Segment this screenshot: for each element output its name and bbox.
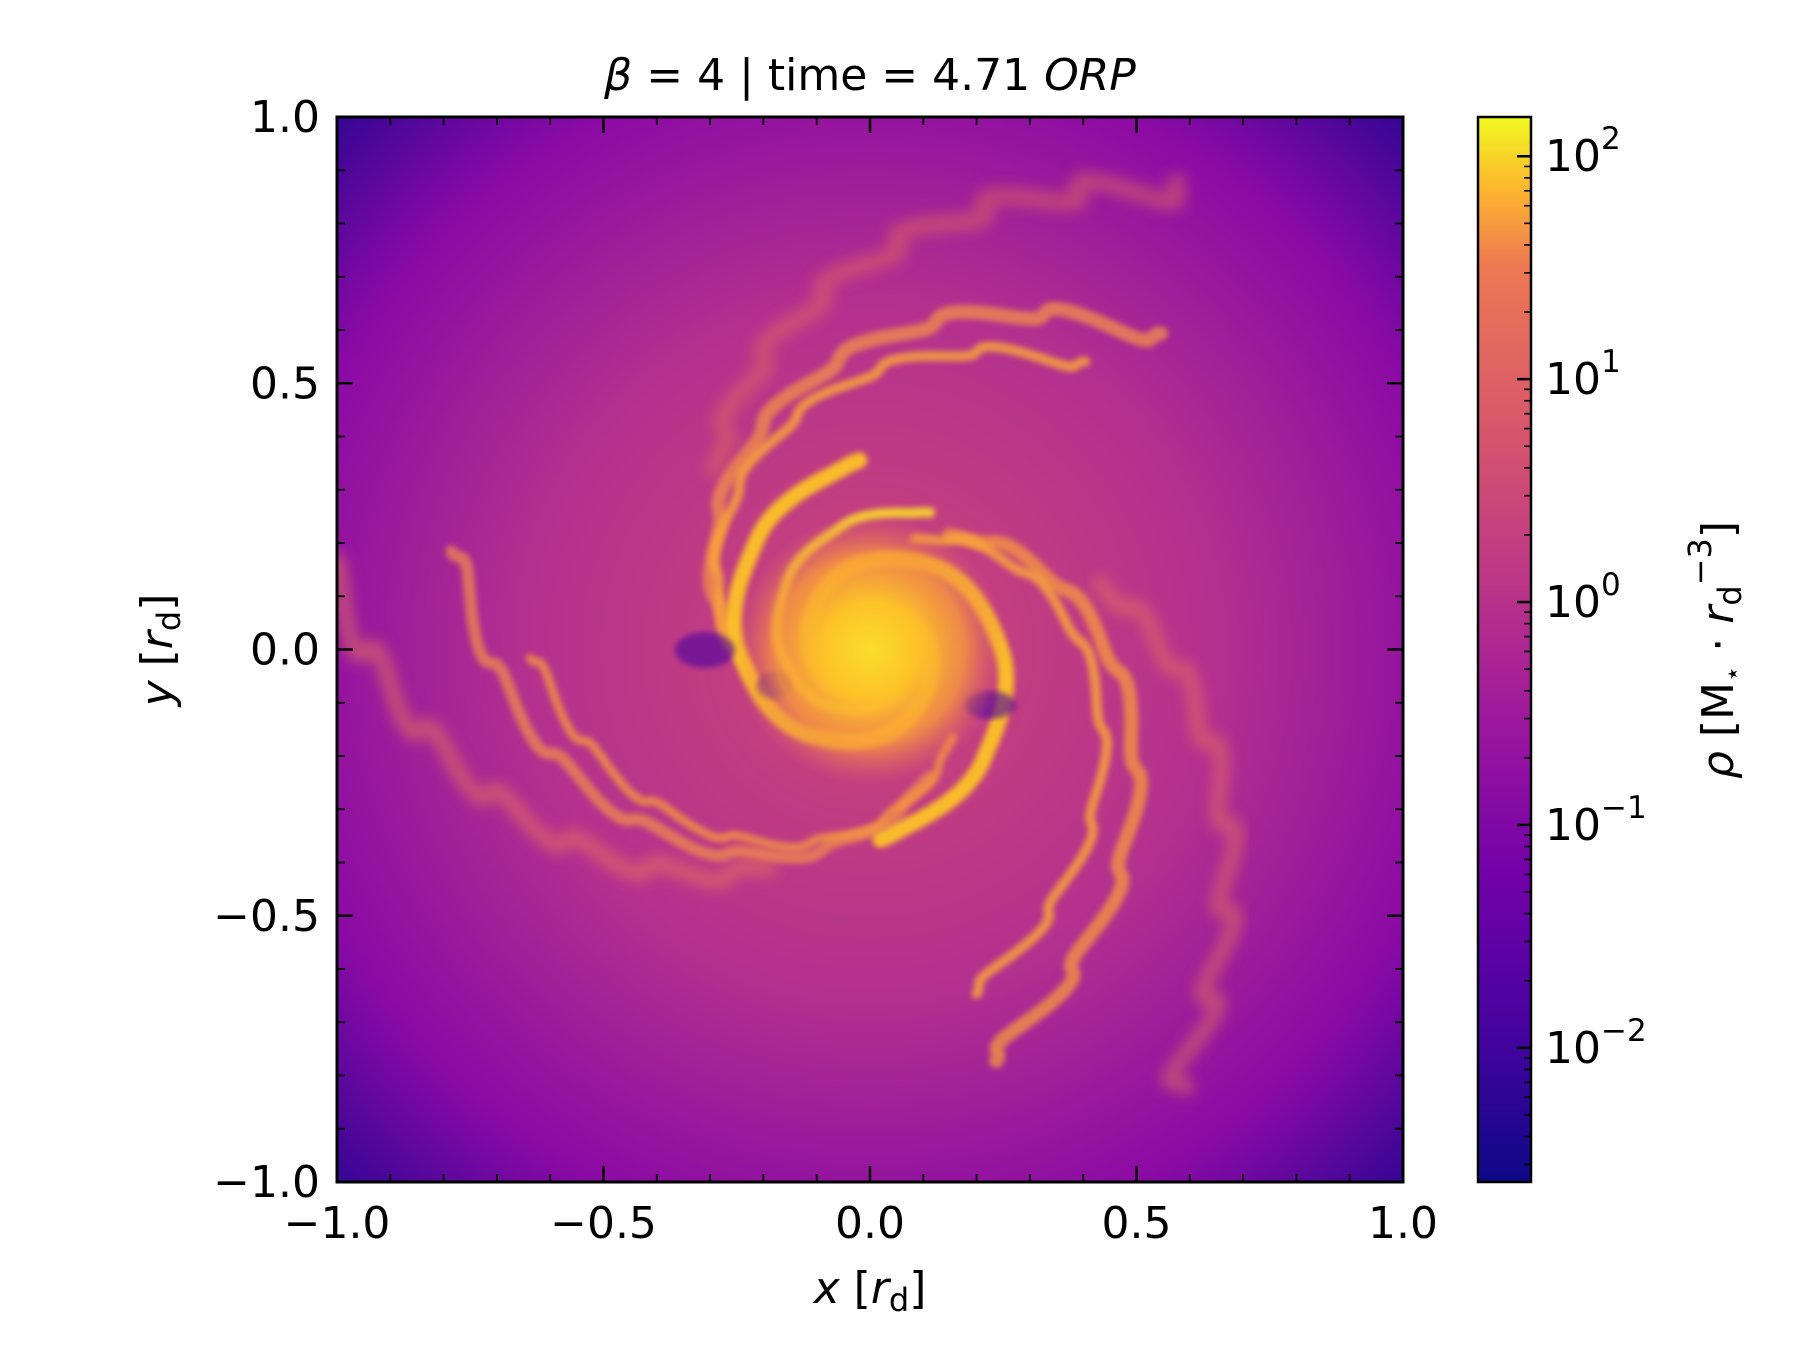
- spiral-arm: [337, 551, 778, 889]
- spiral-arm: [525, 653, 958, 853]
- colorbar-tick-label: 102: [1545, 121, 1621, 182]
- y-axis-label: y [rd]: [132, 594, 188, 709]
- colorbar-tick-labels: 10−2 10−1 100 101 102: [1545, 121, 1647, 1074]
- x-tick-label: −0.5: [550, 1198, 657, 1249]
- y-tick-label: −0.5: [213, 891, 320, 942]
- colorbar-tick-label: 101: [1545, 344, 1621, 405]
- axis-ticks: [335, 115, 1405, 1184]
- colorbar-frame: [1476, 115, 1533, 1184]
- y-tick-label: 1.0: [250, 92, 320, 143]
- x-tick-label: 1.0: [1368, 1198, 1438, 1249]
- spiral-arm: [909, 533, 1112, 999]
- y-tick-label: 0.5: [250, 358, 320, 409]
- y-tick-label: −1.0: [213, 1157, 320, 1208]
- colorbar-label: ρ [M⋆ · rd−3]: [1681, 521, 1749, 779]
- colorbar-tick-label: 100: [1545, 567, 1621, 628]
- colorbar-tick-label: 10−1: [1545, 790, 1647, 851]
- y-tick-label: 0.0: [250, 625, 320, 676]
- low-density-pocket: [675, 632, 735, 668]
- spiral-arm: [709, 341, 1091, 685]
- x-axis-label: x [rd]: [812, 1263, 927, 1319]
- chart-title: β = 4 | time = 4.71 ORP: [603, 50, 1136, 101]
- colorbar-ticks: [1517, 154, 1531, 1166]
- y-tick-labels: −1.0 −0.5 0.0 0.5 1.0: [213, 92, 320, 1208]
- x-tick-label: −1.0: [284, 1198, 391, 1249]
- x-tick-label: 0.5: [1102, 1198, 1172, 1249]
- x-tick-label: 0.0: [835, 1198, 905, 1249]
- colorbar: 10−2 10−1 100 101 102 ρ [M⋆ · rd−3]: [1476, 115, 1749, 1184]
- spiral-arm: [1092, 575, 1244, 1096]
- spiral-arm: [704, 172, 1187, 477]
- colorbar-gradient: [1478, 117, 1531, 1182]
- spiral-arm: [942, 527, 1149, 1069]
- density-map: [337, 117, 1403, 1182]
- density-core: [735, 515, 1005, 785]
- x-tick-labels: −1.0 −0.5 0.0 0.5 1.0: [284, 1198, 1438, 1249]
- colorbar-tick-label: 10−2: [1545, 1013, 1647, 1074]
